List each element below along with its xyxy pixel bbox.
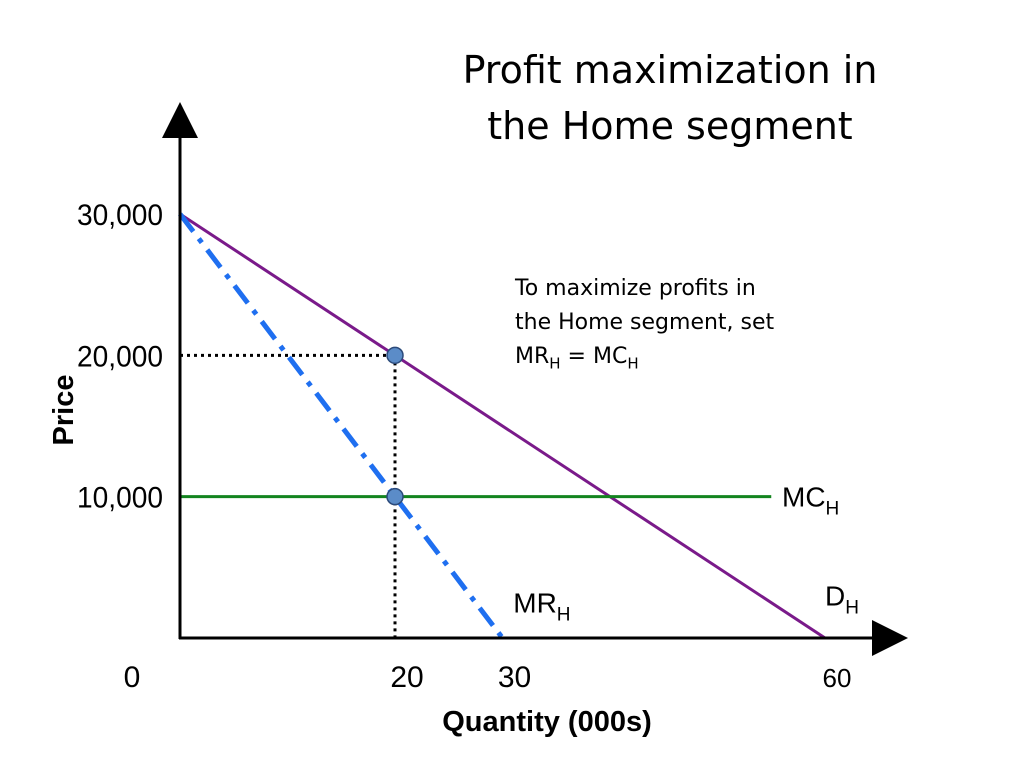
y-tick-label: 20,000 — [77, 340, 163, 373]
title-line-1: Profit maximization in — [462, 48, 878, 92]
x-tick-label: 30 — [498, 661, 531, 694]
series-label-mr: MRH — [513, 588, 570, 626]
series-label-d: DH — [825, 581, 859, 619]
annotation-line-3: MRH = MCH — [515, 340, 895, 380]
point-marker-0 — [386, 346, 404, 365]
markers-layer — [386, 346, 404, 506]
point-marker-1 — [386, 487, 404, 506]
series-line-mr-h — [178, 212, 505, 640]
y-axis-label: Price — [48, 375, 80, 446]
x-tick-label: 60 — [823, 663, 852, 693]
annotation-mr-subscript: H — [549, 354, 561, 373]
annotation-line-1: To maximize profits in — [515, 276, 756, 301]
title-line-2: the Home segment — [487, 104, 853, 148]
x-axis-label: Quantity (000s) — [442, 706, 652, 738]
annotation-line-2: the Home segment, set — [515, 310, 775, 335]
annotation-mr: MR — [515, 344, 550, 369]
series-label-mc: MCH — [782, 482, 839, 520]
chart-title: Profit maximization in the Home segment — [420, 42, 920, 154]
annotation-eq-mc: = MC — [560, 344, 628, 369]
y-tick-label: 10,000 — [77, 482, 163, 515]
x-tick-label: 20 — [390, 661, 423, 694]
annotation-mc-subscript: H — [627, 354, 639, 373]
series-line-d-h — [179, 212, 826, 640]
axes-layer — [162, 102, 908, 656]
x-tick-label: 0 — [124, 661, 141, 694]
lines-layer — [178, 212, 826, 640]
y-tick-label: 30,000 — [77, 199, 163, 232]
annotation-text: To maximize profits in the Home segment,… — [515, 272, 895, 380]
